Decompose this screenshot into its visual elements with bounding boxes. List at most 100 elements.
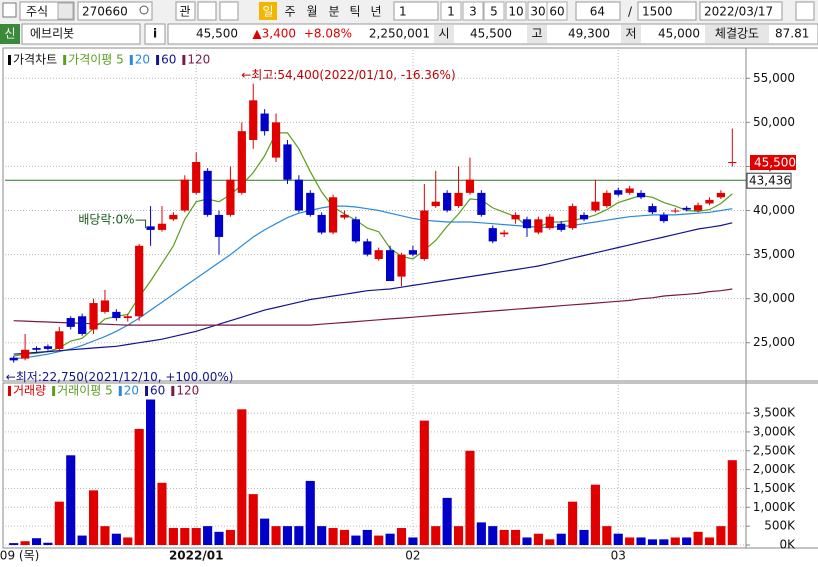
candle-body <box>100 300 110 312</box>
candle-body <box>328 197 338 233</box>
volume-bar <box>66 455 76 545</box>
volume-bar <box>636 537 646 545</box>
candle-body <box>43 346 53 349</box>
x-tick-label: 2/09 (목) <box>0 549 39 563</box>
dropdown[interactable] <box>57 2 74 20</box>
volume-bar <box>419 420 429 545</box>
interval-button[interactable] <box>505 1 527 21</box>
candle-body <box>465 179 475 193</box>
volume-bar <box>248 494 258 545</box>
total: 1500 <box>642 5 673 19</box>
icon[interactable] <box>197 1 217 21</box>
legend-swatch <box>8 386 11 396</box>
volume-bar <box>682 537 692 545</box>
legend-label: 120 <box>176 384 199 398</box>
candle-body <box>135 245 144 317</box>
candle-body <box>477 192 486 215</box>
period[interactable]: 틱 <box>349 5 360 19</box>
y-tick-label: 1,500K <box>753 481 796 495</box>
code-input[interactable] <box>77 1 153 21</box>
candle-body <box>66 318 75 327</box>
info-button[interactable] <box>144 23 166 45</box>
candle-body <box>636 192 646 198</box>
candle-body <box>431 201 440 207</box>
candle-body <box>363 241 372 255</box>
x-tick-label: 03 <box>611 549 626 563</box>
y-tick-label: 50,000 <box>753 115 795 129</box>
open: 45,500 <box>470 27 512 41</box>
volume-bar <box>146 399 156 545</box>
high: 49,300 <box>568 27 610 41</box>
volume-bar <box>237 409 247 545</box>
label-cell <box>434 25 454 43</box>
y-tick-label: 500K <box>764 519 796 533</box>
count-input[interactable] <box>575 1 621 21</box>
legend-label: 20 <box>124 384 139 398</box>
candle-body <box>728 162 737 164</box>
count: 64 <box>590 5 605 19</box>
high-note: ←최고:54,400(2022/01/10, -16.36%) <box>241 68 455 82</box>
period[interactable]: 분 <box>328 5 339 19</box>
volume-bar <box>431 526 441 545</box>
market: 주식 <box>26 5 48 19</box>
interval-button[interactable] <box>440 1 462 21</box>
period[interactable]: 월 <box>306 5 317 19</box>
volume-bar <box>214 531 224 545</box>
last-price-box <box>750 155 796 171</box>
interval-button[interactable] <box>546 1 568 21</box>
total-input[interactable] <box>637 1 697 21</box>
candle-body <box>260 113 269 132</box>
y-tick-label: 30,000 <box>753 291 795 305</box>
search-icon[interactable] <box>139 5 149 15</box>
reference-box <box>746 172 792 189</box>
menu-icon[interactable] <box>2 2 17 18</box>
volume-bar <box>647 539 658 545</box>
change: ▲3,400 <box>252 27 296 41</box>
candle-body <box>614 190 623 195</box>
separator: / <box>628 5 633 19</box>
badge: 신 <box>4 27 15 41</box>
ma-line <box>13 205 733 360</box>
volume-bar <box>533 533 543 545</box>
low-note: ←최저:22,750(2021/12/10, +100.00%) <box>6 370 234 384</box>
fav-button[interactable] <box>175 1 196 21</box>
price: 45,500 <box>196 27 238 41</box>
y-tick-label: 40,000 <box>753 203 795 217</box>
candle-body <box>443 192 452 211</box>
volume-bar <box>670 537 680 545</box>
period[interactable]: 년 <box>370 5 381 19</box>
period-active[interactable] <box>259 2 277 20</box>
strength-label: 체결강도 <box>715 27 759 41</box>
reference-label: 43,436 <box>749 174 791 188</box>
volume-bar <box>123 537 133 545</box>
volume-bar <box>385 533 395 545</box>
candle-body <box>454 192 463 207</box>
interval-button[interactable] <box>483 1 505 21</box>
candle-body <box>146 226 155 230</box>
candle-body <box>568 206 577 229</box>
interval-option: 3 <box>469 5 477 19</box>
icon[interactable] <box>219 1 239 21</box>
legend-label: 60 <box>150 384 165 398</box>
date-input[interactable] <box>699 1 783 21</box>
candle-body <box>625 188 634 193</box>
interval-select[interactable] <box>393 1 439 21</box>
icon[interactable] <box>795 1 815 21</box>
low: 45,000 <box>658 27 700 41</box>
candle-body <box>602 192 611 207</box>
candle-body <box>374 250 383 259</box>
candle-body <box>351 219 360 242</box>
candle-body <box>386 250 395 282</box>
volume-bar <box>579 529 589 545</box>
volume-bar <box>77 535 87 545</box>
interval-button[interactable] <box>462 1 484 21</box>
volume-bar <box>168 528 178 545</box>
code: 270660 <box>82 5 128 19</box>
volume-bar <box>191 528 201 545</box>
period[interactable]: 주 <box>284 5 295 19</box>
volume-bar <box>590 484 600 545</box>
period[interactable]: 일 <box>262 5 273 19</box>
candle-body <box>340 214 349 218</box>
candle-body <box>169 214 178 220</box>
